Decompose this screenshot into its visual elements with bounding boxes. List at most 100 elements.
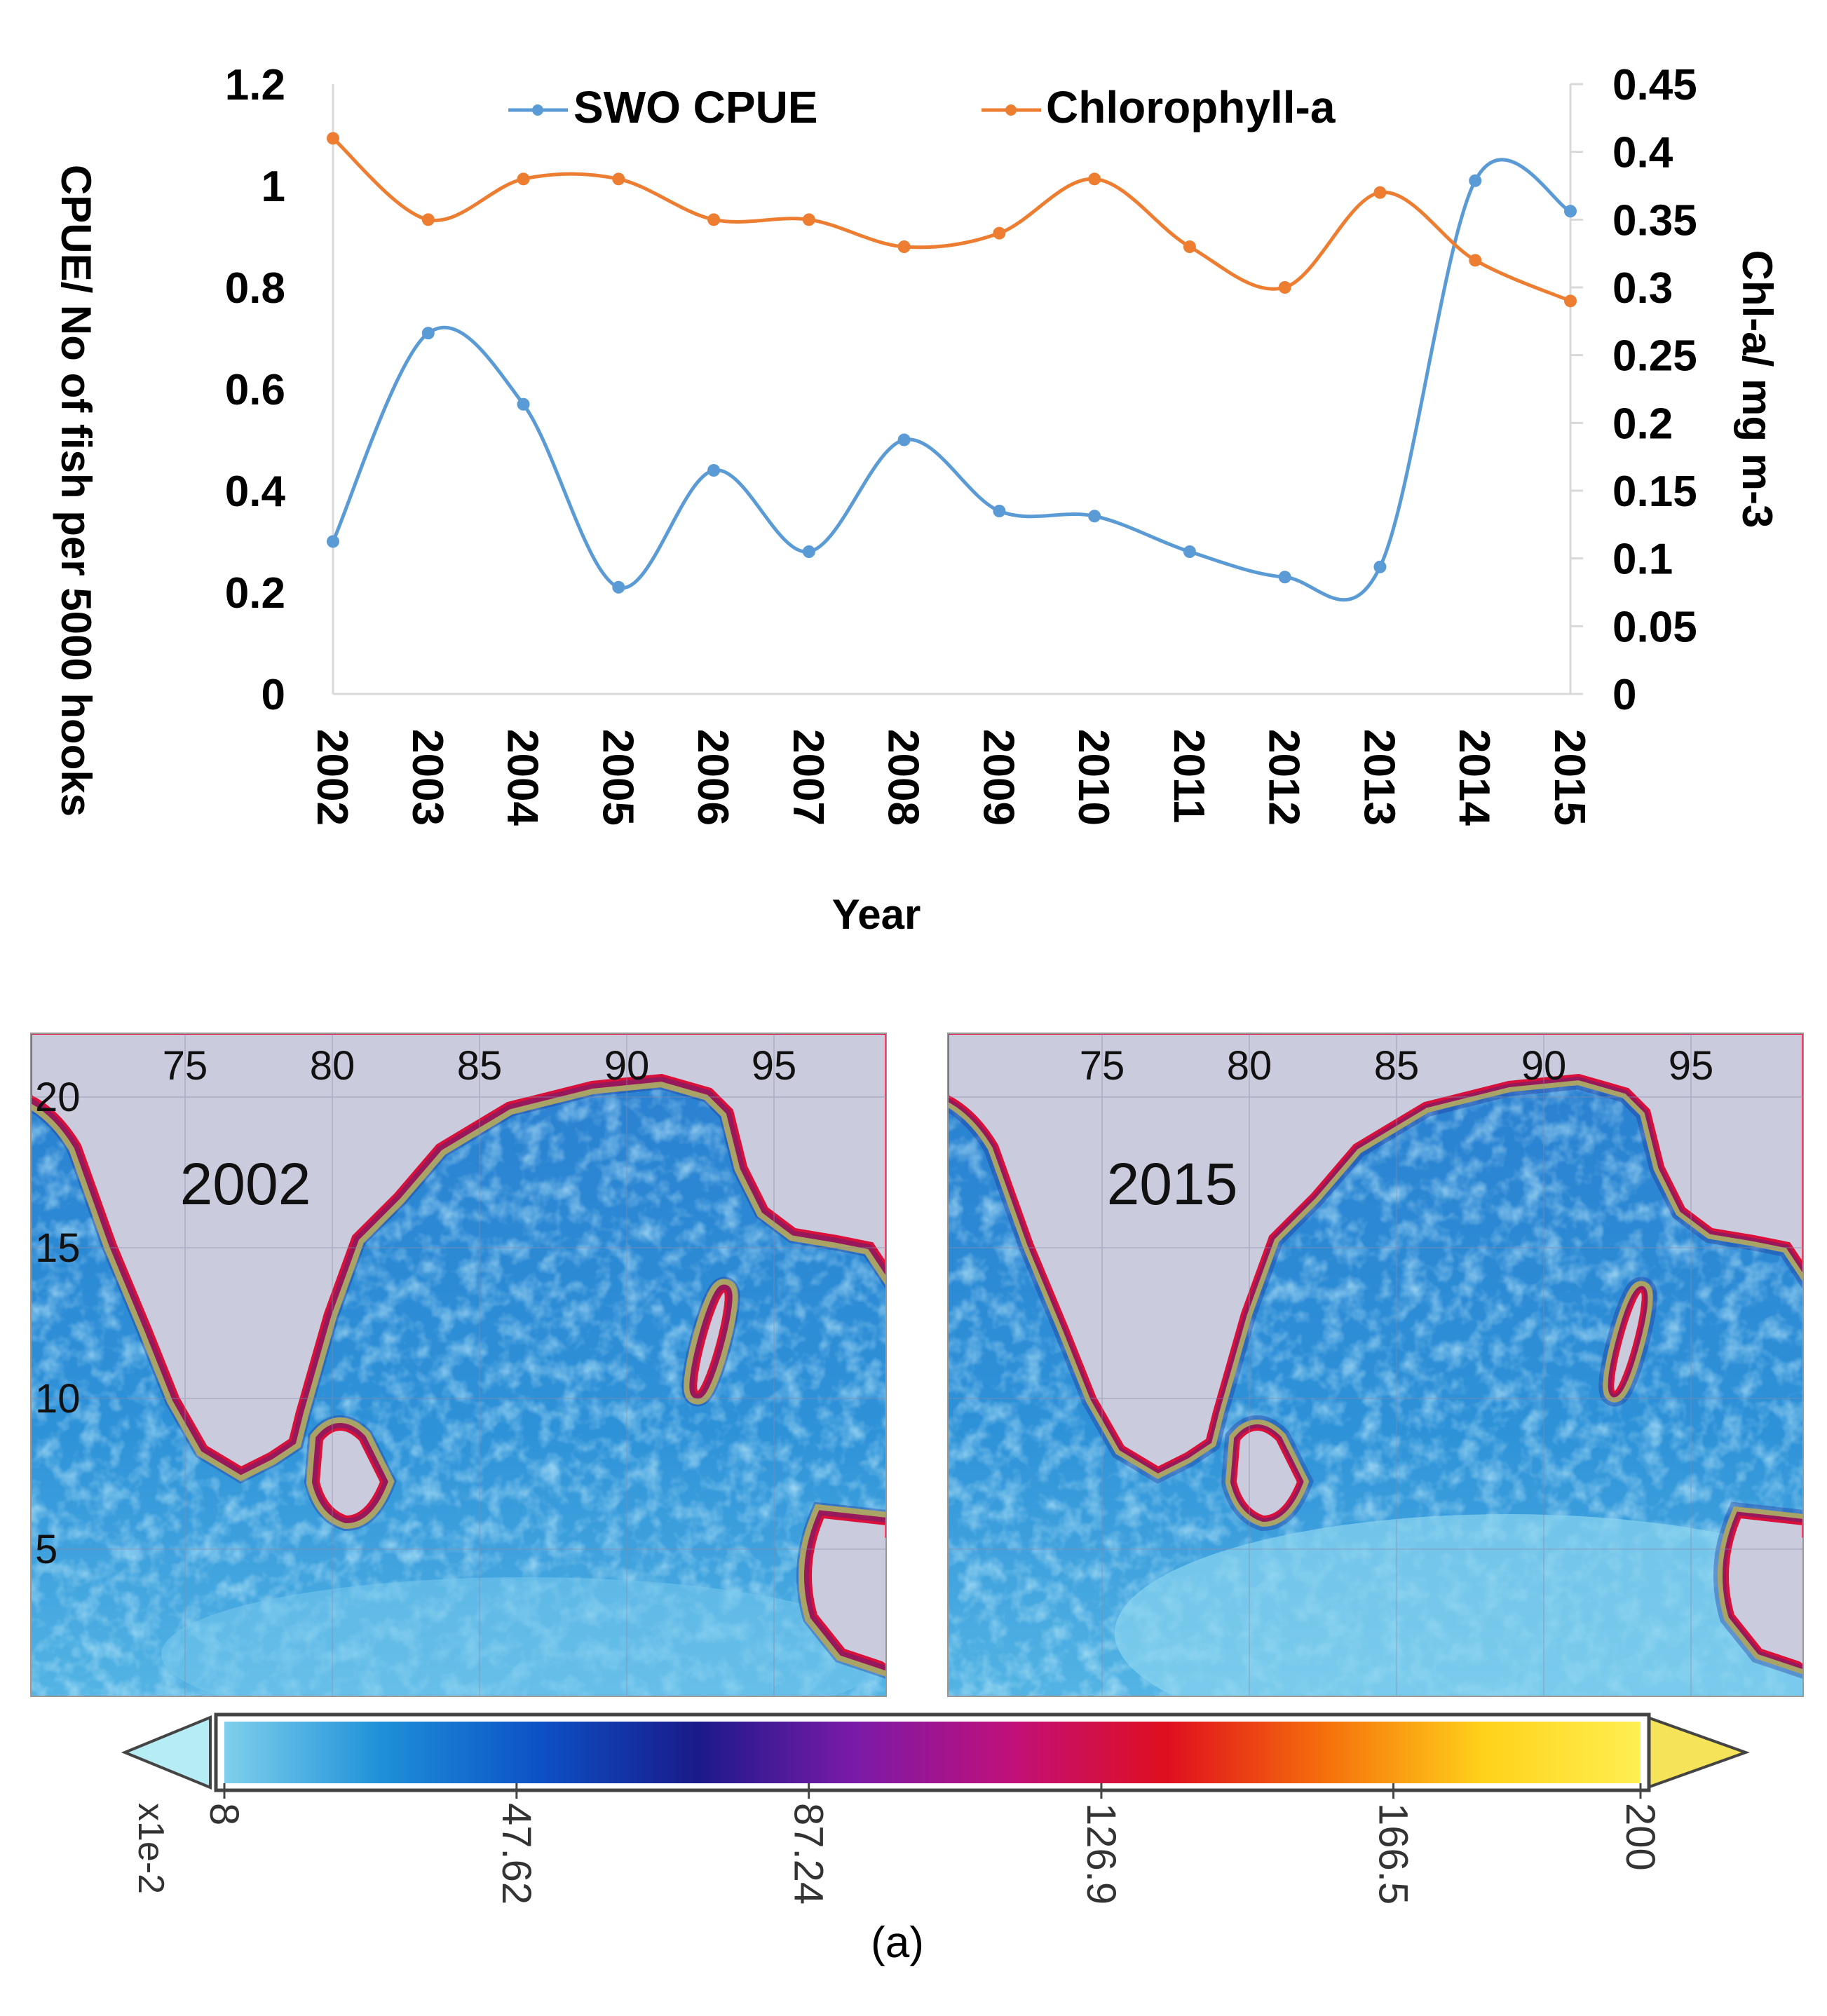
legend: SWO CPUE Chlorophyll-a xyxy=(508,82,1336,132)
lon-tick-label: 95 xyxy=(752,1043,797,1089)
map-2015-year-label: 2015 xyxy=(1107,1151,1238,1217)
y-tick-label: 1 xyxy=(262,163,285,211)
colorbar-tick-label: 47.62 xyxy=(494,1803,539,1905)
x-tick-label: 2003 xyxy=(403,729,451,826)
colorbar-unit: x1e-2 xyxy=(130,1803,171,1894)
legend-swo-label: SWO CPUE xyxy=(573,82,817,132)
x-tick-label: 2008 xyxy=(879,729,928,826)
x-tick-label: 2002 xyxy=(308,729,356,826)
lat-tick-label: 20 xyxy=(35,1075,81,1120)
map-2002-frame xyxy=(30,1033,887,1697)
y2-tick-label: 0.45 xyxy=(1612,61,1697,109)
colorbar-tick-label: 200 xyxy=(1617,1803,1663,1871)
y2-tick-label: 0.05 xyxy=(1612,603,1697,651)
left-ticks: 0 0.2 0.4 0.6 0.8 1 1.2 xyxy=(225,61,286,719)
x-tick-label: 2012 xyxy=(1260,729,1308,826)
series-swo-cpue-point xyxy=(707,464,721,477)
lon-tick-label: 90 xyxy=(604,1043,650,1089)
series-layer xyxy=(327,132,1577,602)
series-swo-cpue-point xyxy=(1183,545,1196,558)
x-tick-label: 2007 xyxy=(784,729,832,826)
lon-tick-label: 95 xyxy=(1669,1043,1714,1089)
y2-tick-label: 0.3 xyxy=(1612,264,1673,313)
legend-item-chl: Chlorophyll-a xyxy=(982,82,1336,132)
y-tick-label: 0.8 xyxy=(225,264,285,313)
series-swo-cpue-point xyxy=(1278,571,1291,584)
series-chlorophyll-a-point xyxy=(993,226,1006,240)
map-2002-lon-ticks: 75 80 85 90 95 xyxy=(163,1043,797,1089)
x-tick-label: 2015 xyxy=(1545,729,1594,826)
series-swo-cpue-point xyxy=(1373,560,1387,573)
map-2015-light-patch xyxy=(1115,1514,1803,1696)
lon-tick-label: 75 xyxy=(163,1043,208,1089)
series-chlorophyll-a-point xyxy=(1183,240,1196,253)
x-tick-label: 2005 xyxy=(593,729,641,826)
colorbar-tick-label: 8 xyxy=(201,1803,247,1825)
line-chart: 0 0.2 0.4 0.6 0.8 1 1.2 0 0.05 0.1 0.15 0.2 0.25 0.3… xyxy=(53,61,1781,938)
series-chlorophyll-a-point xyxy=(707,213,721,226)
y2-tick-label: 0.2 xyxy=(1612,400,1673,448)
y2-tick-label: 0.15 xyxy=(1612,468,1697,516)
colorbar-high-arrow xyxy=(1646,1715,1750,1790)
lon-tick-label: 80 xyxy=(1227,1043,1272,1089)
legend-item-swo: SWO CPUE xyxy=(508,82,817,132)
series-chlorophyll-a-point xyxy=(1088,172,1101,186)
x-tick-label: 2004 xyxy=(498,729,547,826)
series-swo-cpue-point xyxy=(327,535,339,548)
y-tick-label: 0 xyxy=(262,671,285,719)
y-axis-title: CPUE/ No of fish per 5000 hooks xyxy=(53,165,100,817)
map-2002-grid xyxy=(31,1033,886,1696)
series-swo-cpue-line xyxy=(331,158,1572,602)
x-tick-label: 2011 xyxy=(1164,729,1213,824)
map-2002-light-patch xyxy=(161,1577,886,1696)
y2-tick-label: 0.1 xyxy=(1612,536,1673,584)
lat-tick-label: 15 xyxy=(35,1225,81,1271)
series-chlorophyll-a-line xyxy=(332,137,1571,303)
x-tick-label: 2013 xyxy=(1354,729,1403,826)
map-2015-frame xyxy=(947,1033,1804,1697)
map-2015: 75 80 85 90 95 2015 xyxy=(947,1033,1804,1697)
right-ticks: 0 0.05 0.1 0.15 0.2 0.25 0.3 0.35 0.4 0.45 xyxy=(1570,61,1697,719)
series-swo-cpue-point xyxy=(993,505,1006,517)
colorbar-fill xyxy=(224,1722,1641,1783)
series-swo-cpue-point xyxy=(1564,205,1577,218)
series-chlorophyll-a-point xyxy=(327,132,339,145)
lon-tick-label: 85 xyxy=(457,1043,503,1089)
series-swo-cpue-point xyxy=(897,433,911,447)
map-2002-year-label: 2002 xyxy=(180,1151,311,1217)
x-tick-label: 2009 xyxy=(974,729,1022,826)
series-swo-cpue-point xyxy=(517,397,530,411)
series-chlorophyll-a-point xyxy=(802,213,815,226)
lon-tick-label: 75 xyxy=(1080,1043,1125,1089)
x-tick-label: 2014 xyxy=(1450,729,1498,826)
colorbar-low-arrow xyxy=(121,1715,212,1790)
lat-tick-label: 5 xyxy=(35,1527,57,1572)
colorbar-tick-label: 126.9 xyxy=(1078,1803,1124,1905)
legend-swo-marker xyxy=(532,104,543,116)
series-chlorophyll-a-point xyxy=(1373,186,1387,199)
x-tick-label: 2010 xyxy=(1069,729,1118,826)
y-tick-label: 0.4 xyxy=(225,468,286,516)
series-chlorophyll-a-point xyxy=(517,172,530,186)
map-2015-lon-ticks: 75 80 85 90 95 xyxy=(1080,1043,1714,1089)
lon-tick-label: 85 xyxy=(1374,1043,1420,1089)
y2-axis-title: Chl-a/ mg m-3 xyxy=(1734,250,1781,529)
legend-chl-marker xyxy=(1005,104,1017,116)
map-2002: 75 80 85 90 95 20 15 10 5 2002 xyxy=(30,1033,887,1697)
map-2015-se-land xyxy=(1733,1524,1803,1664)
series-chlorophyll-a-point xyxy=(612,172,625,186)
series-swo-cpue-point xyxy=(1469,174,1482,187)
series-chlorophyll-a-point xyxy=(1564,294,1577,308)
lon-tick-label: 90 xyxy=(1521,1043,1567,1089)
x-axis-title: Year xyxy=(832,891,921,938)
x-ticks: 2002 2003 2004 2005 2006 2007 2008 2009 2010 2011… xyxy=(308,729,1594,826)
x-tick-label: 2006 xyxy=(688,729,737,826)
y-tick-label: 1.2 xyxy=(225,61,285,109)
legend-chl-label: Chlorophyll-a xyxy=(1046,82,1336,132)
colorbar-tick-label: 166.5 xyxy=(1371,1803,1416,1905)
y2-tick-label: 0.25 xyxy=(1612,332,1697,381)
y2-tick-label: 0 xyxy=(1612,671,1636,719)
y2-tick-label: 0.35 xyxy=(1612,196,1697,245)
figure-caption: (a) xyxy=(871,1919,924,1967)
